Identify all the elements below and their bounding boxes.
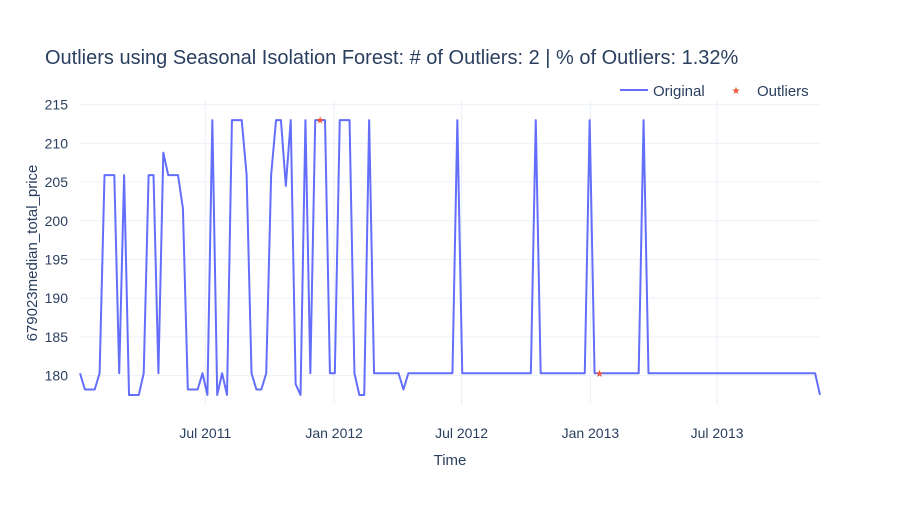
x-tick-label: Jan 2013: [562, 425, 620, 441]
grid: [80, 100, 820, 405]
y-tick-label: 205: [45, 174, 69, 190]
outlier-point: ★: [595, 369, 604, 380]
x-tick-label: Jul 2012: [435, 425, 488, 441]
y-tick-label: 200: [45, 213, 69, 229]
plot-area: [79, 119, 821, 396]
x-tick-label: Jul 2011: [179, 425, 231, 441]
y-tick-label: 195: [45, 251, 69, 267]
y-tick-label: 180: [45, 368, 69, 384]
legend-star-icon: ★: [732, 86, 741, 97]
y-axis-title: 679023median_total_price: [24, 165, 41, 342]
y-axis: 180 185 190 195 200 205 210 215: [45, 97, 69, 384]
y-tick-label: 210: [45, 135, 69, 151]
x-axis: Jul 2011 Jan 2012 Jul 2012 Jan 2013 Jul 2013: [179, 425, 743, 441]
legend-item-outliers[interactable]: ★ Outliers: [732, 83, 809, 100]
legend-label-original: Original: [653, 83, 705, 100]
legend[interactable]: Original ★ Outliers: [620, 83, 809, 100]
y-tick-label: 190: [45, 290, 69, 306]
x-axis-title: Time: [434, 452, 467, 469]
outlier-markers: ★★: [316, 116, 604, 380]
y-tick-label: 215: [45, 97, 69, 113]
chart-title: Outliers using Seasonal Isolation Forest…: [45, 47, 739, 69]
legend-item-original[interactable]: Original: [620, 83, 705, 100]
legend-label-outliers: Outliers: [757, 83, 809, 100]
outlier-point: ★: [316, 116, 325, 127]
x-tick-label: Jan 2012: [305, 425, 363, 441]
y-tick-label: 185: [45, 329, 69, 345]
x-tick-label: Jul 2013: [691, 425, 744, 441]
series-line-original: [79, 119, 821, 396]
